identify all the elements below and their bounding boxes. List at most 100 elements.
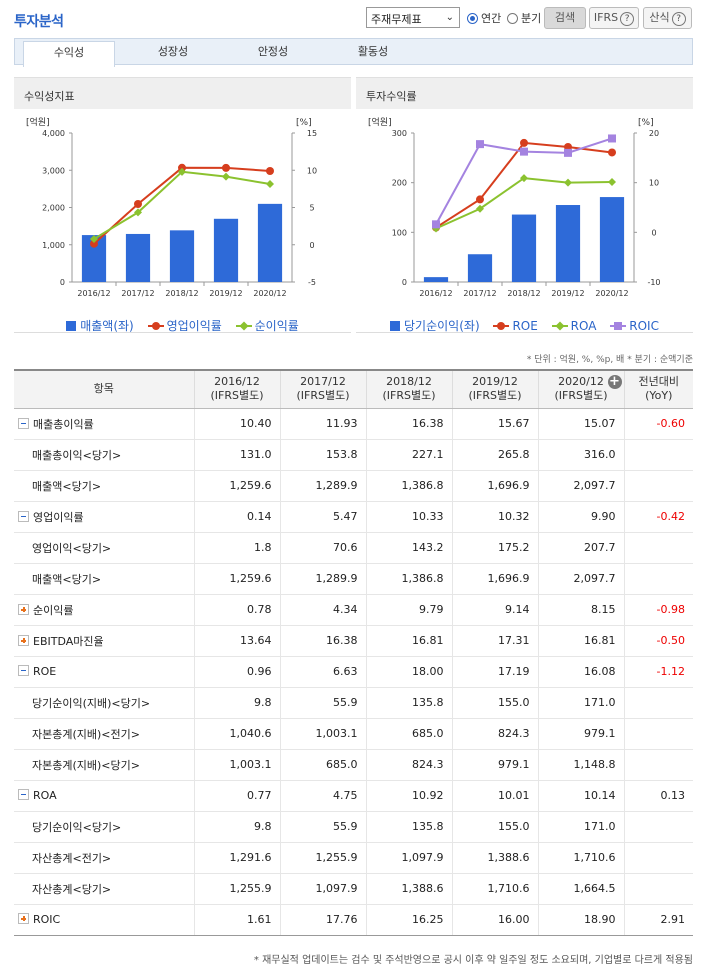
add-column-icon[interactable]: +	[607, 374, 622, 389]
yoy-cell	[623, 532, 693, 564]
ifrs-button[interactable]: IFRS?	[589, 7, 639, 29]
left-tick-label: 4,000	[42, 129, 65, 138]
value-cell: 227.1	[365, 439, 452, 471]
value-cell: 0.78	[193, 594, 280, 626]
help-icon: ?	[671, 12, 686, 26]
row-label-cell[interactable]: ROE	[14, 656, 194, 688]
value-cell: 17.31	[451, 625, 538, 657]
right-tick-label: -10	[647, 278, 660, 287]
value-cell: 1,148.8	[537, 749, 624, 781]
bar	[169, 230, 195, 282]
value-cell: 8.15	[537, 594, 624, 626]
row-label-cell: 당기순이익(지배)<당기>	[14, 687, 194, 719]
series-line	[93, 170, 271, 240]
yoy-cell	[623, 470, 693, 502]
search-button[interactable]: 검색	[544, 7, 586, 29]
yoy-cell: -0.50	[623, 625, 693, 657]
row-label: 당기순이익(지배)<당기>	[32, 696, 151, 710]
value-cell: 17.19	[451, 656, 538, 688]
left-tick-label: 300	[392, 129, 407, 138]
x-tick-label: 2019/12	[551, 289, 584, 298]
formula-button[interactable]: 산식?	[643, 7, 692, 29]
legend-label: 순이익률	[254, 319, 299, 333]
returns-chart: [억원] [%] 0 100 200 300 -10 0 10 20 2016/12 2017/12 2…	[368, 116, 661, 298]
line-point	[178, 163, 186, 172]
tab-growth[interactable]: 성장성	[157, 45, 189, 58]
row-label: 자본총계(지배)<전기>	[32, 727, 140, 741]
chart-panel-profitability: 수익성지표 [억원] [%] 0 1,000 2,000 3,000 4,000 -5 0 5 10…	[14, 77, 351, 333]
legend-label: 매출액(좌)	[80, 319, 134, 333]
expand-icon[interactable]	[18, 913, 29, 924]
help-icon: ?	[620, 12, 635, 26]
table-header-row: 항목 2016/12 (IFRS별도) 2017/12 (IFRS별도) 2018/…	[14, 369, 693, 409]
x-tick-label: 2017/12	[121, 289, 154, 298]
bar	[125, 233, 151, 282]
yoy-cell	[623, 718, 693, 750]
tab-profitability[interactable]: 수익성	[23, 41, 115, 67]
line-point	[134, 208, 142, 217]
expand-icon[interactable]	[18, 634, 29, 646]
value-cell: 1,291.6	[193, 842, 280, 874]
radio-annual[interactable]: 연간	[467, 10, 501, 26]
left-axis-unit: [억원]	[368, 116, 392, 128]
row-label-cell[interactable]: ROIC	[14, 904, 194, 936]
x-tick-label: 2018/12	[507, 289, 540, 298]
value-cell: 175.2	[451, 532, 538, 564]
value-cell: 0.96	[193, 656, 280, 688]
row-label-cell[interactable]: EBITDA마진율	[14, 625, 194, 657]
unit-note: * 단위 : 억원, %, %p, 배 * 분기 : 순액기준	[526, 355, 693, 365]
value-cell: 1,289.9	[279, 563, 366, 595]
yoy-cell	[623, 873, 693, 905]
row-label: 자산총계<전기>	[32, 851, 112, 865]
right-tick-label: 10	[307, 166, 317, 175]
header-basis-label: (IFRS별도)	[554, 389, 608, 403]
chart-title: 투자수익률	[356, 77, 693, 109]
value-cell: 1.61	[193, 904, 280, 936]
row-label-cell[interactable]: 영업이익률	[14, 501, 194, 533]
collapse-icon[interactable]	[18, 665, 29, 676]
yoy-cell	[623, 687, 693, 719]
chart-legend: 매출액(좌) 영업이익률 순이익률	[14, 317, 351, 334]
legend-swatch	[493, 321, 510, 331]
value-cell: 16.00	[451, 904, 538, 936]
line-point	[608, 134, 616, 143]
collapse-icon[interactable]	[18, 417, 29, 429]
x-tick-label: 2019/12	[209, 289, 242, 298]
statement-select-value: 주재무제표	[371, 13, 422, 26]
legend-swatch	[390, 320, 401, 331]
x-tick-label: 2020/12	[595, 289, 628, 298]
collapse-icon[interactable]	[18, 789, 29, 800]
value-cell: 1,710.6	[451, 873, 538, 905]
legend-swatch	[551, 320, 568, 331]
line-point	[476, 204, 484, 213]
header-year: 2016/12 (IFRS별도)	[193, 369, 280, 409]
formula-label: 산식	[649, 11, 670, 24]
row-label-cell[interactable]: 순이익률	[14, 594, 194, 626]
yoy-cell	[623, 811, 693, 843]
statement-select[interactable]: 주재무제표 ⌄	[366, 7, 460, 28]
line-point	[608, 148, 616, 157]
value-cell: 55.9	[279, 811, 366, 843]
value-cell: 1,696.9	[451, 470, 538, 502]
line-point	[520, 147, 528, 156]
collapse-icon[interactable]	[18, 510, 29, 522]
row-label-cell[interactable]: 매출총이익률	[14, 408, 194, 440]
value-cell: 207.7	[537, 532, 624, 564]
value-cell: 0.77	[193, 780, 280, 812]
header-year-label: 2017/12	[300, 375, 346, 389]
radio-quarter[interactable]: 분기	[507, 10, 541, 26]
value-cell: 10.14	[537, 780, 624, 812]
tab-stability[interactable]: 안정성	[257, 45, 289, 58]
line-point	[90, 239, 98, 248]
yoy-cell	[623, 439, 693, 471]
value-cell: 15.07	[537, 408, 624, 440]
expand-icon[interactable]	[18, 603, 29, 615]
value-cell: 16.81	[537, 625, 624, 657]
tab-activity[interactable]: 활동성	[357, 45, 389, 58]
value-cell: 1,255.9	[279, 842, 366, 874]
legend-swatch	[66, 320, 77, 331]
value-cell: 1,289.9	[279, 470, 366, 502]
header-year-label: 2016/12	[214, 375, 260, 389]
row-label: ROA	[33, 789, 57, 802]
row-label-cell[interactable]: ROA	[14, 780, 194, 812]
